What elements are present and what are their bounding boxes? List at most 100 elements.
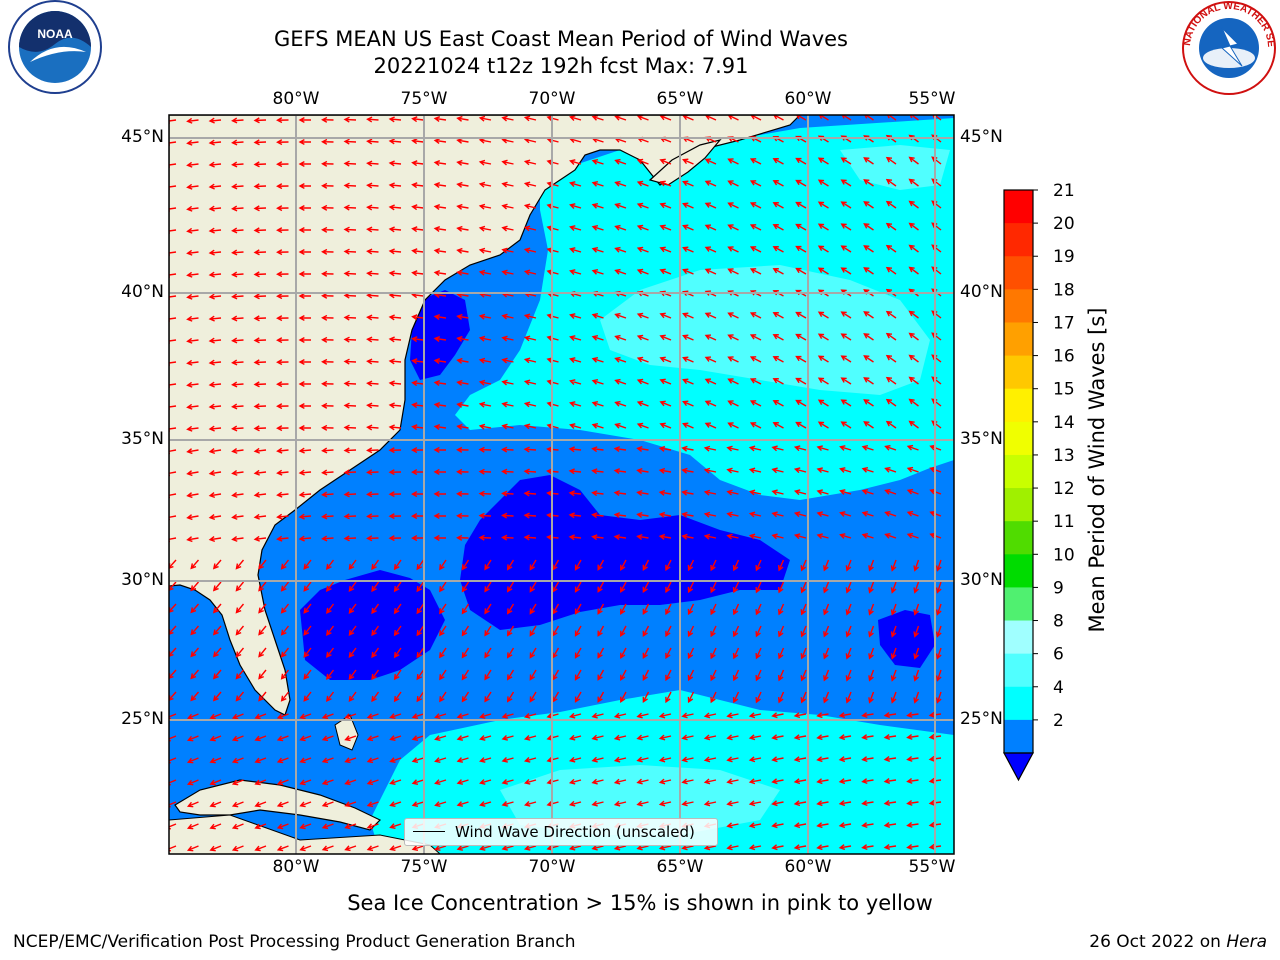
wind-wave-arrow [704,246,717,253]
wind-wave-arrow [209,823,222,830]
wind-wave-arrow [321,447,334,454]
wind-wave-arrow [253,535,267,542]
colorbar-segment [1004,587,1033,622]
wind-wave-arrow [298,292,312,300]
wind-wave-arrow [501,379,514,386]
wind-wave-arrow [478,357,492,364]
wind-wave-arrow [253,183,267,190]
wind-wave-arrow [845,603,852,616]
lat-label-left: 40°N [121,282,164,302]
wind-wave-arrow [209,779,222,786]
sea-ice-note: Sea Ice Concentration > 15% is shown in … [347,891,933,915]
wind-wave-arrow [461,581,470,593]
wind-wave-arrow [591,534,604,541]
wind-wave-arrow [727,202,739,209]
wind-wave-arrow [816,712,829,719]
wind-wave-arrow [303,581,312,592]
wind-wave-arrow [258,625,267,636]
wind-wave-arrow [636,734,649,741]
wind-wave-arrow [568,756,582,763]
wind-wave-arrow [235,625,245,636]
colorbar-tick-label: 2 [1053,711,1064,731]
wind-wave-arrow [209,757,222,764]
wind-wave-arrow [478,313,492,320]
wind-wave-arrow [816,533,829,540]
wind-wave-arrow [682,422,694,429]
wind-wave-arrow [253,447,267,454]
wind-wave-arrow [748,756,762,763]
wind-wave-arrow [276,315,289,322]
wind-wave-arrow [840,179,852,187]
wind-wave-arrow [344,735,357,742]
wind-wave-arrow [614,268,627,275]
wind-wave-arrow [591,181,604,187]
wind-wave-arrow [276,381,289,388]
wind-wave-arrow [913,647,920,660]
wind-wave-arrow [620,669,627,681]
wind-wave-arrow [276,801,289,808]
lon-label-top: 55°W [908,89,956,109]
wind-wave-arrow [935,581,942,594]
wind-wave-arrow [771,778,784,785]
wind-wave-arrow [748,734,762,741]
wind-wave-arrow [416,625,425,637]
wind-wave-arrow [908,354,919,363]
wind-wave-arrow [817,399,829,407]
wind-wave-arrow [546,468,559,475]
wind-wave-arrow [748,467,762,474]
wind-wave-arrow [439,691,447,703]
wind-wave-arrow [321,380,334,387]
wind-wave-arrow [209,735,222,742]
wind-wave-arrow [636,378,649,385]
wind-wave-arrow [456,801,469,807]
wind-wave-arrow [726,489,739,496]
wind-wave-arrow [665,581,672,594]
wind-wave-arrow [703,533,717,540]
wind-wave-arrow [253,469,267,476]
wind-wave-arrow [433,336,447,342]
wind-wave-arrow [501,269,514,276]
wind-wave-arrow [344,757,357,764]
wind-wave-arrow [231,139,244,146]
wind-wave-arrow [456,269,469,276]
wind-wave-arrow [231,735,244,742]
wind-wave-arrow [231,359,244,366]
wind-wave-arrow [411,513,424,520]
wind-wave-arrow [913,581,920,594]
wind-wave-arrow [703,800,717,807]
wind-wave-arrow [484,669,492,681]
wind-wave-arrow [523,335,537,342]
wind-wave-arrow [906,777,919,784]
wind-wave-arrow [321,292,334,299]
wind-wave-arrow [591,446,604,453]
wind-wave-arrow [433,534,447,541]
wind-wave-arrow [890,669,897,682]
wind-wave-arrow [506,603,515,615]
wind-wave-arrow [479,713,492,719]
wind-wave-arrow [254,779,267,786]
wind-wave-arrow [235,669,245,680]
wind-wave-arrow [343,535,357,542]
wind-wave-arrow [523,313,537,320]
wind-wave-arrow [326,559,335,570]
wind-wave-arrow [321,757,334,764]
wind-wave-arrow [817,377,829,385]
wind-wave-arrow [569,115,582,121]
footer-date-text: 26 Oct 2022 on [1089,932,1227,952]
wind-wave-arrow [568,800,582,807]
wind-wave-arrow [343,160,357,167]
wind-wave-arrow [710,603,717,616]
wind-wave-arrow [636,180,649,187]
colorbar-tick-label: 9 [1053,578,1064,598]
wind-wave-arrow [231,381,244,388]
wind-wave-arrow [614,202,627,209]
wind-wave-arrow [795,223,807,231]
wind-wave-arrow [501,534,514,541]
wind-wave-arrow [591,313,604,319]
wind-wave-arrow [840,245,852,253]
wind-wave-arrow [591,490,604,497]
wind-wave-arrow [343,358,357,365]
wind-wave-arrow [258,581,267,592]
wind-wave-arrow [456,468,469,475]
wind-wave-arrow [703,511,717,518]
